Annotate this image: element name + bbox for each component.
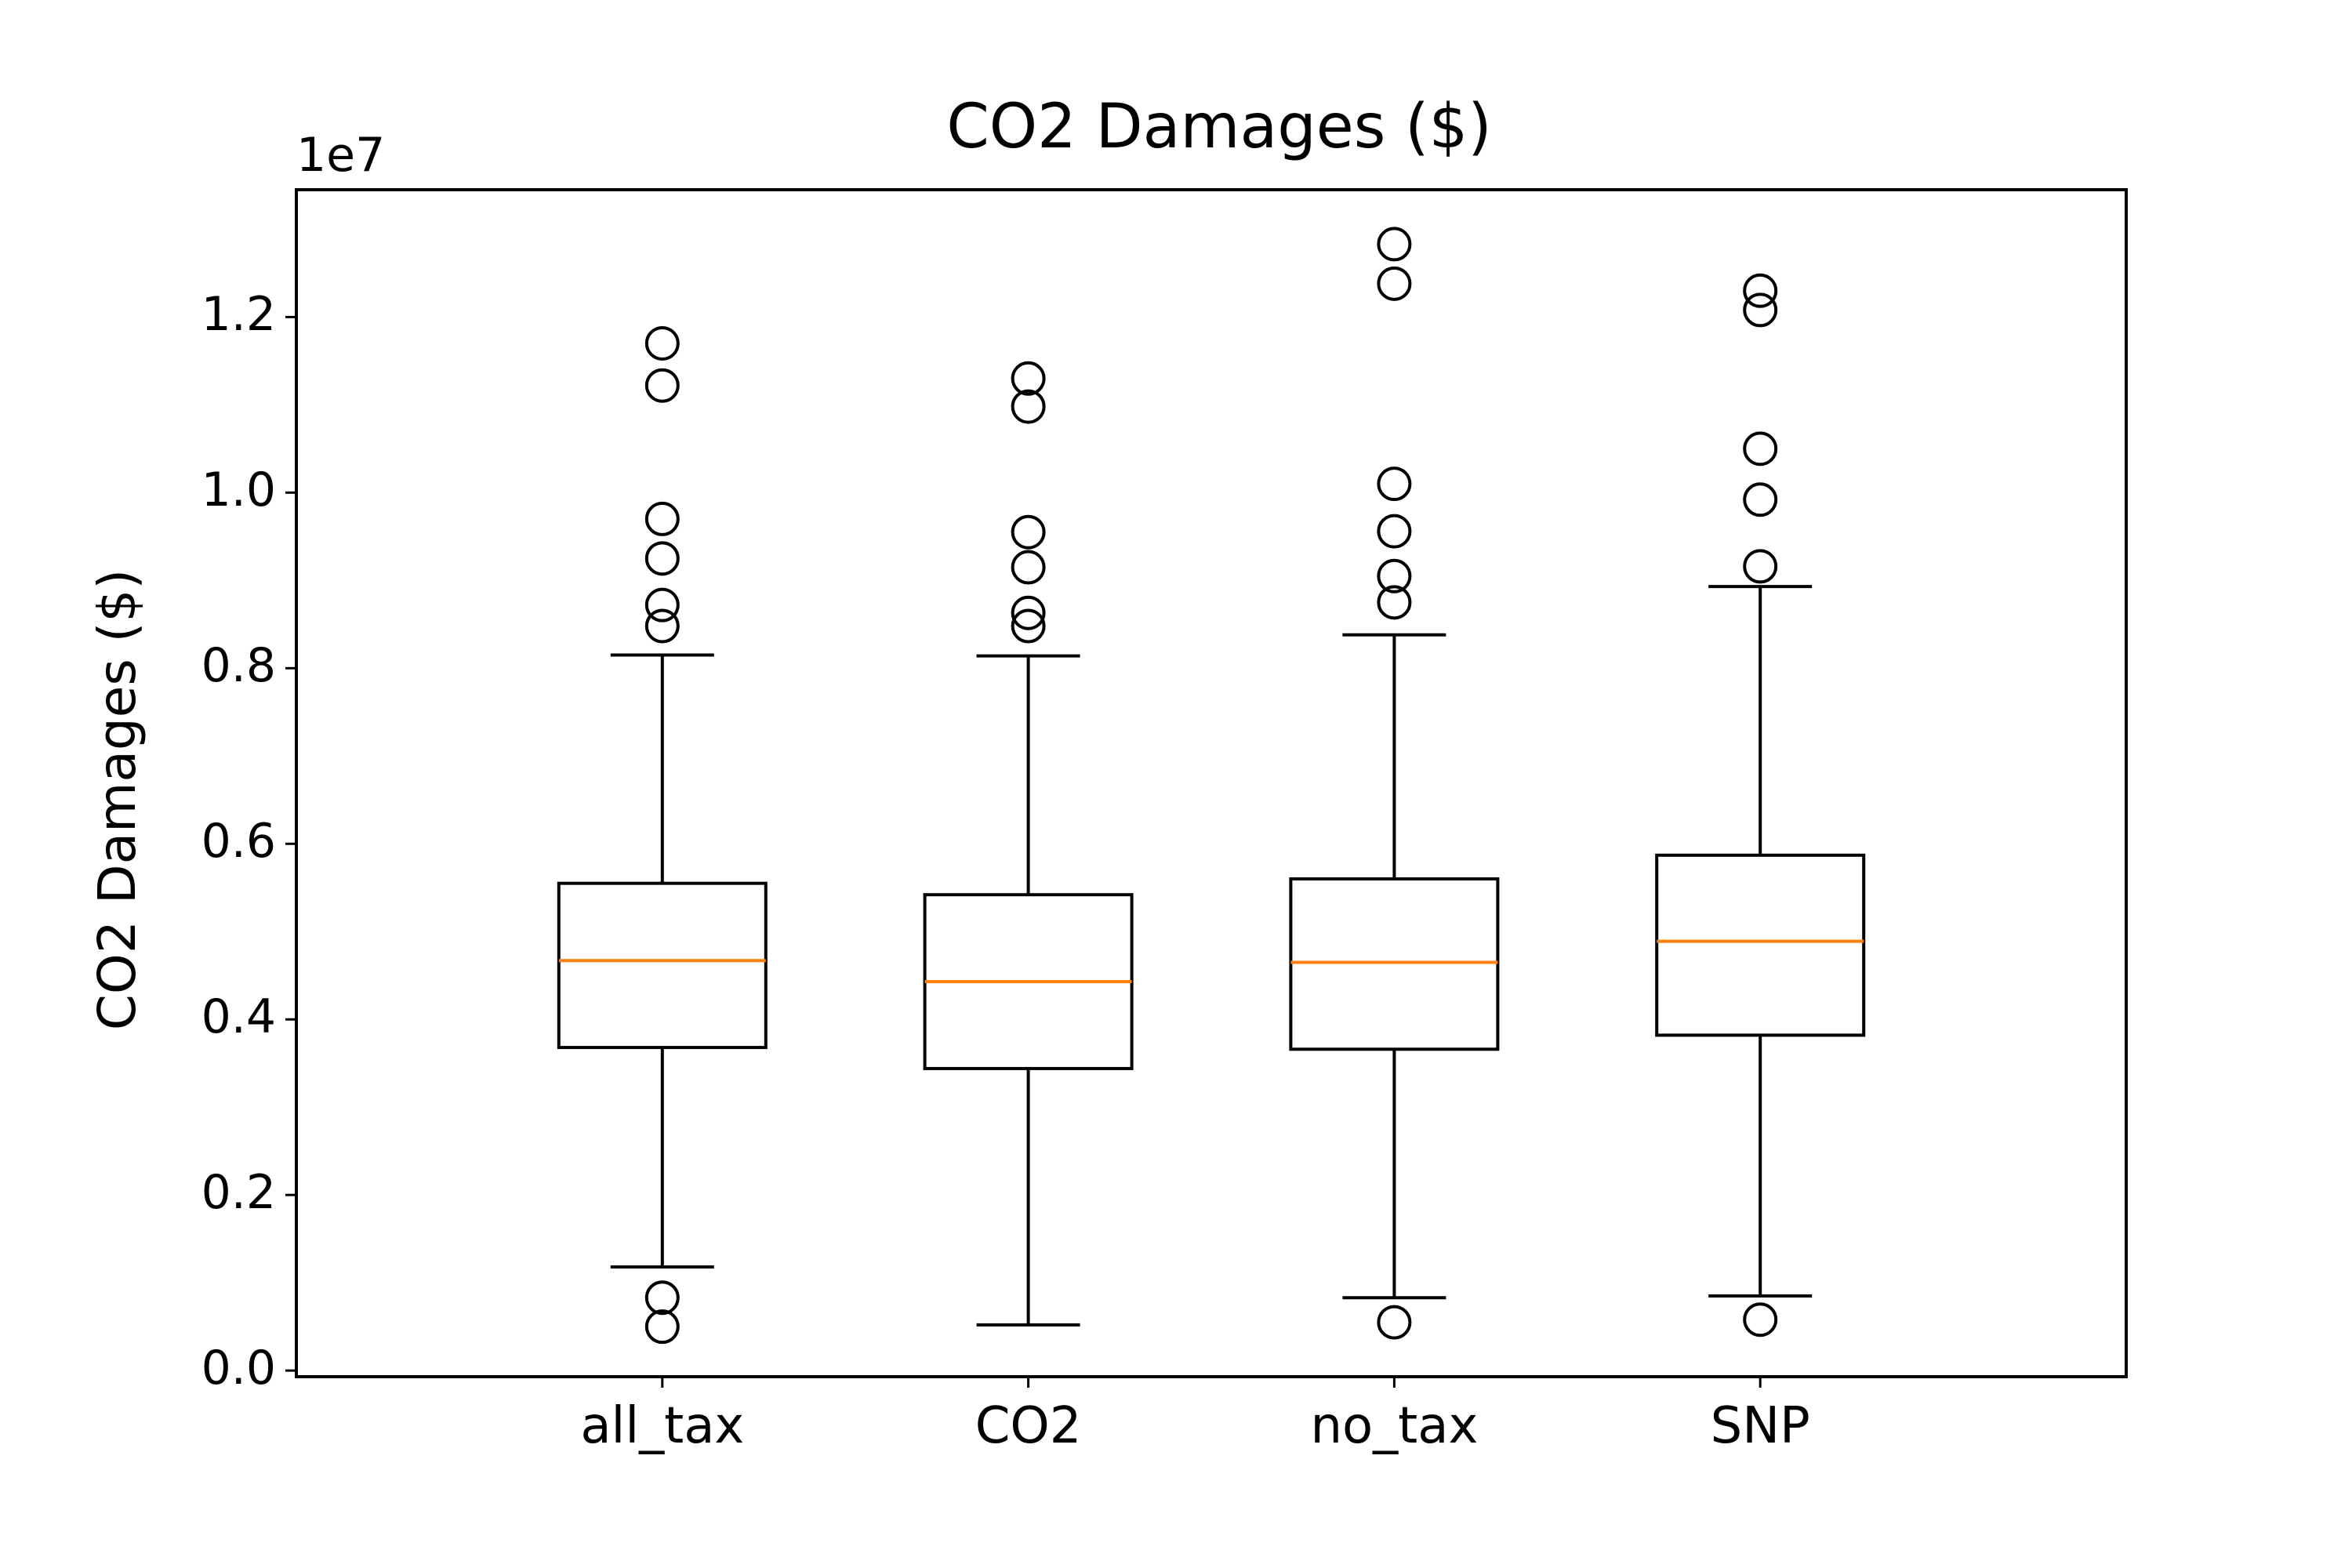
y-tick-label-2: 0.4 [201,989,276,1044]
y-tick-label-5: 1.0 [201,463,276,517]
outlier-point-CO2-5 [1011,361,1046,396]
outlier-point-no_tax-6 [1377,227,1412,262]
outlier-point-no_tax-4 [1377,466,1412,502]
outlier-point-CO2-4 [1011,389,1046,424]
outlier-point-all_tax-6 [644,368,680,403]
y-axis-offset-text: 1e7 [296,128,385,183]
plot-area [557,227,1866,1345]
outlier-point-all_tax-2 [644,608,680,644]
outlier-point-SNP-4 [1743,292,1778,328]
box-no_tax [1289,877,1500,1051]
outlier-point-all_tax-0 [644,1309,680,1345]
x-tick-label-no_tax: no_tax [1310,1397,1478,1455]
outlier-point-all_tax-7 [644,325,680,361]
y-tick-label-0: 0.0 [201,1341,276,1396]
outlier-point-SNP-2 [1743,482,1778,517]
x-tick-label-CO2: CO2 [975,1397,1082,1455]
outlier-point-no_tax-1 [1377,585,1412,620]
outlier-point-all_tax-5 [644,501,680,536]
y-tick-label-1: 0.2 [201,1165,276,1220]
outlier-point-all_tax-3 [644,587,680,622]
x-tick-label-all_tax: all_tax [580,1397,744,1455]
outlier-point-no_tax-2 [1377,558,1412,593]
y-axis-label: CO2 Damages ($) [87,569,147,1030]
outlier-point-SNP-0 [1743,1302,1778,1338]
outlier-point-no_tax-3 [1377,514,1412,549]
outlier-point-CO2-3 [1011,514,1046,550]
box-all_tax [557,881,768,1050]
outlier-point-no_tax-5 [1377,266,1412,301]
outlier-point-no_tax-0 [1377,1305,1412,1340]
outlier-point-SNP-3 [1743,431,1778,466]
axes-frame [295,188,2128,1378]
y-tick-label-4: 0.8 [201,638,276,693]
x-axis-ticks: all_tax CO2 no_tax SNP [580,1377,1810,1455]
outlier-point-all_tax-1 [644,1280,680,1316]
outlier-point-SNP-5 [1743,273,1778,308]
outlier-point-CO2-2 [1011,550,1046,585]
outlier-point-all_tax-4 [644,541,680,576]
chart-title: CO2 Damages ($) [946,92,1491,162]
y-axis-ticks: 0.0 0.2 0.4 0.6 0.8 1.0 1.2 [201,287,296,1396]
outlier-point-CO2-1 [1011,595,1046,630]
x-tick-label-SNP: SNP [1711,1397,1810,1455]
y-tick-label-6: 1.2 [201,287,276,342]
outlier-point-SNP-1 [1743,549,1778,584]
y-tick-label-3: 0.6 [201,814,276,869]
box-SNP [1655,853,1866,1037]
outlier-point-CO2-0 [1011,608,1046,644]
